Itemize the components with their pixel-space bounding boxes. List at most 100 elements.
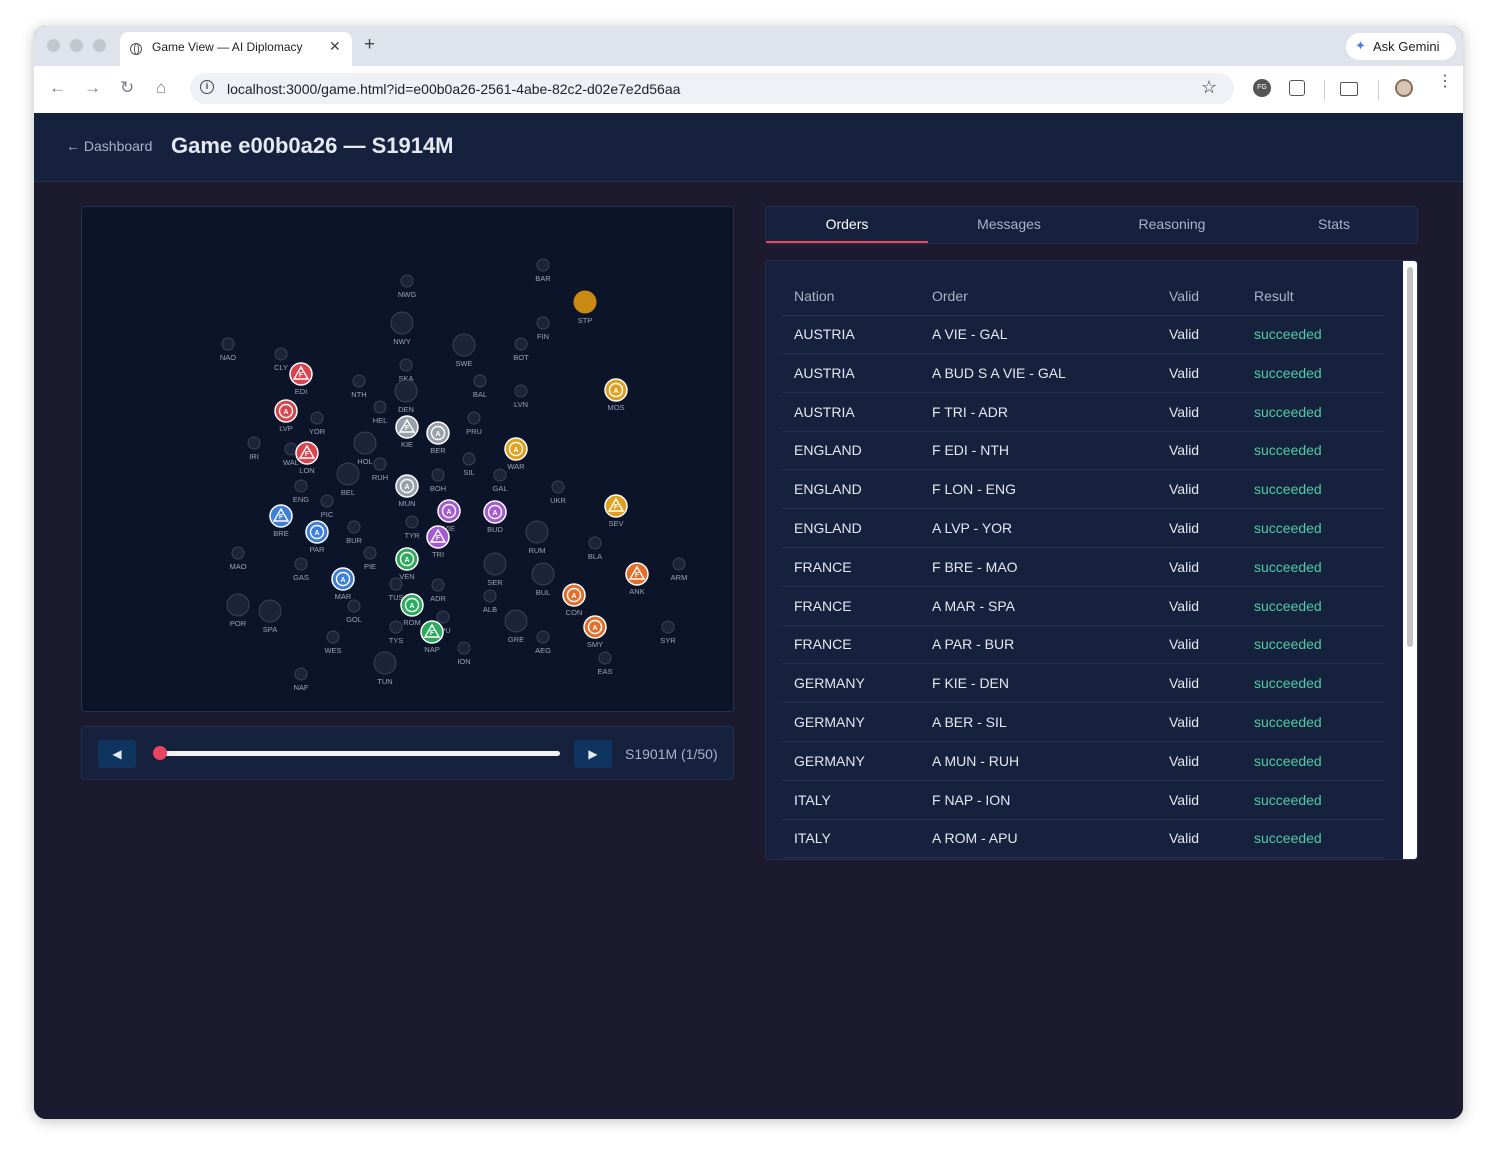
province-node[interactable] — [294, 479, 308, 493]
province-node[interactable] — [514, 337, 528, 351]
province-node[interactable] — [389, 620, 403, 634]
province-node[interactable] — [231, 546, 245, 560]
province-node[interactable] — [347, 520, 361, 534]
army-unit[interactable]: A — [437, 499, 461, 523]
province-node[interactable] — [598, 651, 612, 665]
province-node[interactable] — [221, 337, 235, 351]
tab-orders[interactable]: Orders — [766, 207, 928, 243]
province-node[interactable] — [363, 546, 377, 560]
province-node[interactable] — [373, 651, 397, 675]
close-window-button[interactable] — [47, 39, 60, 52]
province-node[interactable] — [672, 557, 686, 571]
province-node[interactable] — [405, 515, 419, 529]
army-unit[interactable]: A — [400, 593, 424, 617]
reload-icon[interactable]: ↻ — [120, 78, 135, 97]
province-node[interactable] — [452, 333, 476, 357]
province-node[interactable] — [294, 557, 308, 571]
province-node[interactable] — [536, 630, 550, 644]
orders-scrollbar-thumb[interactable] — [1407, 267, 1413, 647]
province-node[interactable] — [457, 641, 471, 655]
address-bar[interactable]: i localhost:3000/game.html?id=e00b0a26-2… — [190, 73, 1234, 104]
province-node[interactable] — [394, 379, 418, 403]
province-node[interactable] — [347, 599, 361, 613]
province-node[interactable] — [258, 599, 282, 623]
army-unit[interactable]: A — [395, 547, 419, 571]
fleet-unit[interactable]: F — [420, 620, 444, 644]
url-text[interactable]: localhost:3000/game.html?id=e00b0a26-256… — [227, 81, 681, 97]
profile-avatar-icon[interactable] — [1395, 79, 1413, 97]
fleet-unit[interactable]: F — [289, 362, 313, 386]
province-node[interactable] — [310, 411, 324, 425]
forward-arrow-icon[interactable]: → — [84, 78, 101, 97]
reading-mode-icon[interactable] — [1340, 82, 1358, 96]
province-node[interactable] — [352, 374, 366, 388]
fleet-unit[interactable]: F — [625, 562, 649, 586]
bookmark-star-icon[interactable]: ☆ — [1201, 77, 1218, 97]
province-node[interactable] — [247, 436, 261, 450]
army-unit[interactable]: A — [504, 437, 528, 461]
province-node[interactable] — [436, 610, 450, 624]
province-node[interactable] — [551, 480, 565, 494]
site-info-icon[interactable]: i — [200, 80, 214, 94]
back-arrow-icon[interactable]: ← — [49, 78, 66, 97]
home-icon[interactable]: ⌂ — [156, 78, 167, 97]
fleet-unit[interactable]: F — [426, 525, 450, 549]
tab-messages[interactable]: Messages — [977, 216, 1041, 232]
province-node[interactable] — [473, 374, 487, 388]
army-unit[interactable]: A — [604, 378, 628, 402]
province-node[interactable] — [336, 462, 360, 486]
tab-reasoning[interactable]: Reasoning — [1138, 216, 1206, 232]
browser-menu-icon[interactable]: ⋮ — [1437, 73, 1453, 90]
province-node[interactable] — [373, 457, 387, 471]
extension-fg-icon[interactable]: FG — [1253, 79, 1271, 97]
province-node[interactable] — [493, 468, 507, 482]
map-canvas[interactable]: NWG BAR STP NAO CLY NWY SWE FIN BOT EDI SKA NTH BAL M… — [82, 207, 733, 711]
dashboard-back-link[interactable]: ← Dashboard — [66, 138, 153, 154]
province-node[interactable] — [467, 411, 481, 425]
province-node[interactable] — [661, 620, 675, 634]
fleet-unit[interactable]: F — [604, 494, 628, 518]
province-node[interactable] — [462, 452, 476, 466]
province-node[interactable] — [431, 578, 445, 592]
phase-slider-thumb[interactable] — [153, 746, 168, 760]
tab-close-icon[interactable]: ✕ — [329, 38, 341, 54]
army-unit[interactable]: A — [426, 421, 450, 445]
army-unit[interactable]: A — [274, 399, 298, 423]
new-tab-button[interactable]: + — [364, 34, 376, 55]
province-node[interactable] — [284, 442, 298, 456]
province-node[interactable] — [504, 609, 528, 633]
tab-stats[interactable]: Stats — [1318, 216, 1350, 232]
minimize-window-button[interactable] — [70, 39, 83, 52]
province-node[interactable] — [483, 589, 497, 603]
army-unit[interactable]: A — [331, 567, 355, 591]
province-node[interactable] — [483, 552, 507, 576]
province-node[interactable] — [536, 316, 550, 330]
province-node[interactable] — [226, 593, 250, 617]
maximize-window-button[interactable] — [93, 39, 106, 52]
province-node[interactable] — [274, 347, 288, 361]
army-unit[interactable]: A — [583, 615, 607, 639]
phase-slider-track[interactable] — [155, 751, 560, 756]
army-unit[interactable]: A — [562, 583, 586, 607]
province-node[interactable] — [531, 562, 555, 586]
army-unit[interactable]: A — [483, 500, 507, 524]
province-node[interactable] — [320, 494, 334, 508]
orders-scrollbar[interactable] — [1403, 261, 1417, 859]
province-node[interactable] — [390, 311, 414, 335]
previous-phase-button[interactable]: ◀ — [98, 740, 136, 768]
province-node[interactable] — [588, 536, 602, 550]
army-unit[interactable]: A — [305, 520, 329, 544]
province-node[interactable] — [294, 667, 308, 681]
next-phase-button[interactable]: ▶ — [574, 740, 612, 768]
province-node[interactable] — [431, 468, 445, 482]
province-node[interactable] — [573, 290, 597, 314]
province-node[interactable] — [326, 630, 340, 644]
browser-tab[interactable]: Game View — AI Diplomacy ✕ — [120, 32, 352, 66]
province-node[interactable] — [400, 274, 414, 288]
fleet-unit[interactable]: F — [269, 504, 293, 528]
province-node[interactable] — [525, 520, 549, 544]
army-unit[interactable]: A — [395, 474, 419, 498]
province-node[interactable] — [536, 258, 550, 272]
extensions-puzzle-icon[interactable] — [1289, 80, 1305, 96]
fleet-unit[interactable]: F — [395, 415, 419, 439]
